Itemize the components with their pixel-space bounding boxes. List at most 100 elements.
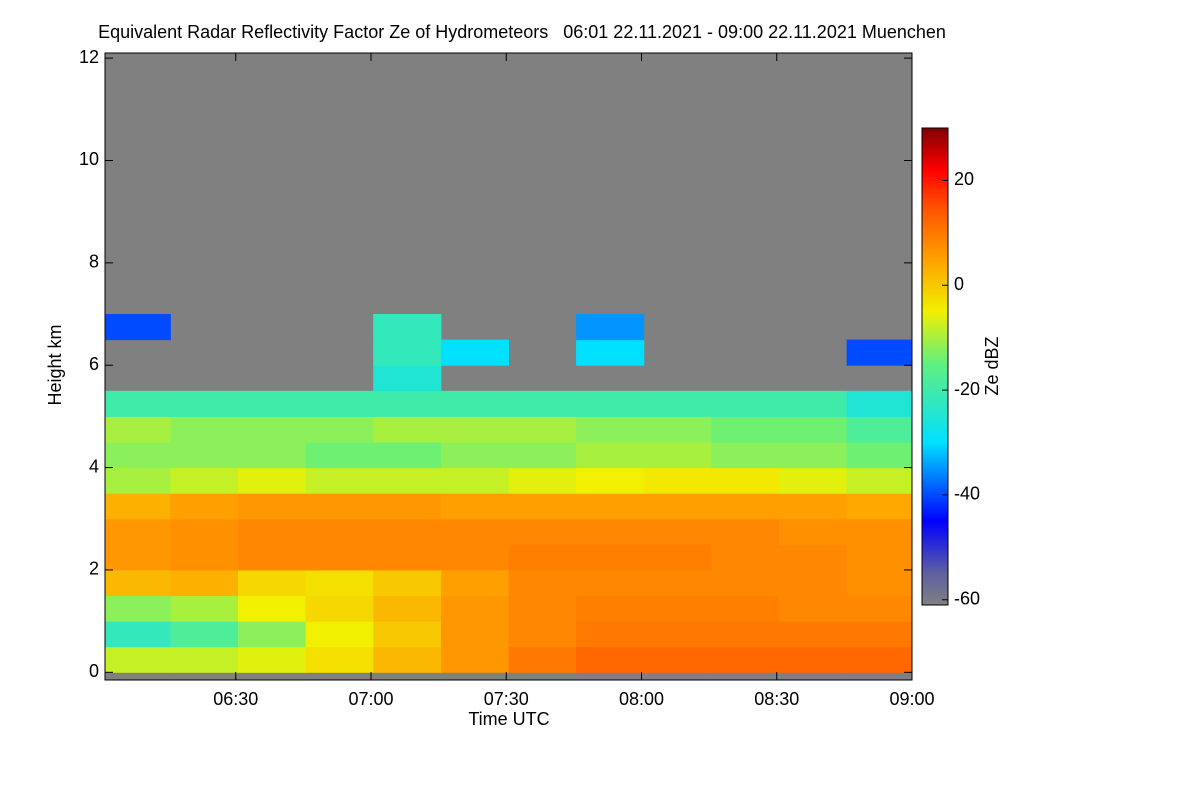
heatmap-cell (576, 390, 645, 417)
heatmap-cell (105, 621, 171, 648)
heatmap-cell (779, 544, 848, 571)
heatmap-cell (170, 569, 239, 597)
heatmap-cell (170, 595, 239, 622)
heatmap-cell (237, 390, 307, 417)
heatmap-cell (170, 544, 239, 571)
heatmap-cell (105, 569, 171, 597)
heatmap-cell (779, 646, 848, 673)
heatmap-cell (508, 493, 577, 520)
heatmap-cell (846, 544, 912, 571)
heatmap-cell (373, 595, 442, 622)
y-tick-label: 4 (89, 456, 99, 476)
heatmap-cell (105, 595, 171, 622)
heatmap-cell (440, 569, 509, 597)
heatmap-cell (440, 339, 509, 366)
heatmap-cell (711, 621, 780, 648)
y-tick-label: 12 (79, 47, 99, 67)
heatmap-cell (846, 441, 912, 469)
heatmap-cell (643, 518, 712, 545)
x-tick-label: 08:00 (619, 689, 664, 709)
heatmap-cell (779, 621, 848, 648)
heatmap-cell (305, 646, 374, 673)
y-tick-label: 0 (89, 661, 99, 681)
heatmap-cell (440, 544, 509, 571)
heatmap-cell (576, 416, 645, 443)
y-tick-label: 8 (89, 252, 99, 272)
heatmap-cell (711, 441, 780, 469)
colorbar-tick-label: -40 (954, 484, 980, 504)
heatmap-cell (105, 646, 171, 673)
heatmap-cell (373, 569, 442, 597)
colorbar-tick-label: 0 (954, 274, 964, 294)
heatmap-cell (643, 544, 712, 571)
heatmap-cell (711, 544, 780, 571)
heatmap-cell (373, 441, 442, 469)
heatmap-cell (779, 416, 848, 443)
heatmap (105, 314, 912, 673)
heatmap-cell (440, 416, 509, 443)
heatmap-cell (237, 621, 307, 648)
heatmap-cell (846, 339, 912, 366)
heatmap-cell (779, 595, 848, 622)
heatmap-cell (846, 518, 912, 545)
heatmap-cell (305, 544, 374, 571)
heatmap-cell (105, 441, 171, 469)
heatmap-cell (170, 467, 239, 494)
y-tick-label: 2 (89, 559, 99, 579)
y-axis-label: Height km (45, 324, 65, 405)
heatmap-cell (711, 390, 780, 417)
heatmap-cell (846, 390, 912, 417)
heatmap-cell (643, 569, 712, 597)
heatmap-cell (305, 441, 374, 469)
heatmap-cell (576, 441, 645, 469)
heatmap-cell (508, 595, 577, 622)
heatmap-cell (305, 518, 374, 545)
x-tick-label: 07:30 (484, 689, 529, 709)
heatmap-cell (237, 467, 307, 494)
heatmap-cell (576, 595, 645, 622)
heatmap-cell (170, 621, 239, 648)
heatmap-cell (711, 518, 780, 545)
heatmap-cell (508, 569, 577, 597)
x-tick-label: 06:30 (213, 689, 258, 709)
heatmap-cell (508, 621, 577, 648)
heatmap-cell (373, 365, 442, 392)
heatmap-cell (305, 493, 374, 520)
heatmap-cell (373, 518, 442, 545)
heatmap-cell (305, 569, 374, 597)
heatmap-cell (643, 493, 712, 520)
heatmap-cell (440, 441, 509, 469)
heatmap-cell (440, 493, 509, 520)
heatmap-cell (711, 646, 780, 673)
x-tick-label: 07:00 (348, 689, 393, 709)
y-tick-label: 10 (79, 149, 99, 169)
heatmap-cell (440, 390, 509, 417)
heatmap-cell (305, 467, 374, 494)
heatmap-cell (576, 621, 645, 648)
x-tick-label: 08:30 (754, 689, 799, 709)
heatmap-cell (305, 390, 374, 417)
heatmap-cell (643, 441, 712, 469)
heatmap-cell (508, 390, 577, 417)
heatmap-cell (440, 467, 509, 494)
heatmap-cell (237, 493, 307, 520)
heatmap-cell (170, 441, 239, 469)
heatmap-cell (846, 646, 912, 673)
heatmap-cell (576, 314, 645, 341)
heatmap-cell (711, 493, 780, 520)
heatmap-cell (373, 314, 442, 341)
heatmap-cell (508, 518, 577, 545)
heatmap-cell (779, 569, 848, 597)
heatmap-cell (508, 441, 577, 469)
heatmap-cell (779, 493, 848, 520)
heatmap-cell (576, 646, 645, 673)
colorbar-tick-label: -60 (954, 589, 980, 609)
colorbar-tick-label: 20 (954, 169, 974, 189)
heatmap-cell (373, 621, 442, 648)
heatmap-cell (779, 467, 848, 494)
heatmap-cell (170, 416, 239, 443)
heatmap-cell (779, 518, 848, 545)
heatmap-cell (711, 595, 780, 622)
heatmap-cell (846, 416, 912, 443)
